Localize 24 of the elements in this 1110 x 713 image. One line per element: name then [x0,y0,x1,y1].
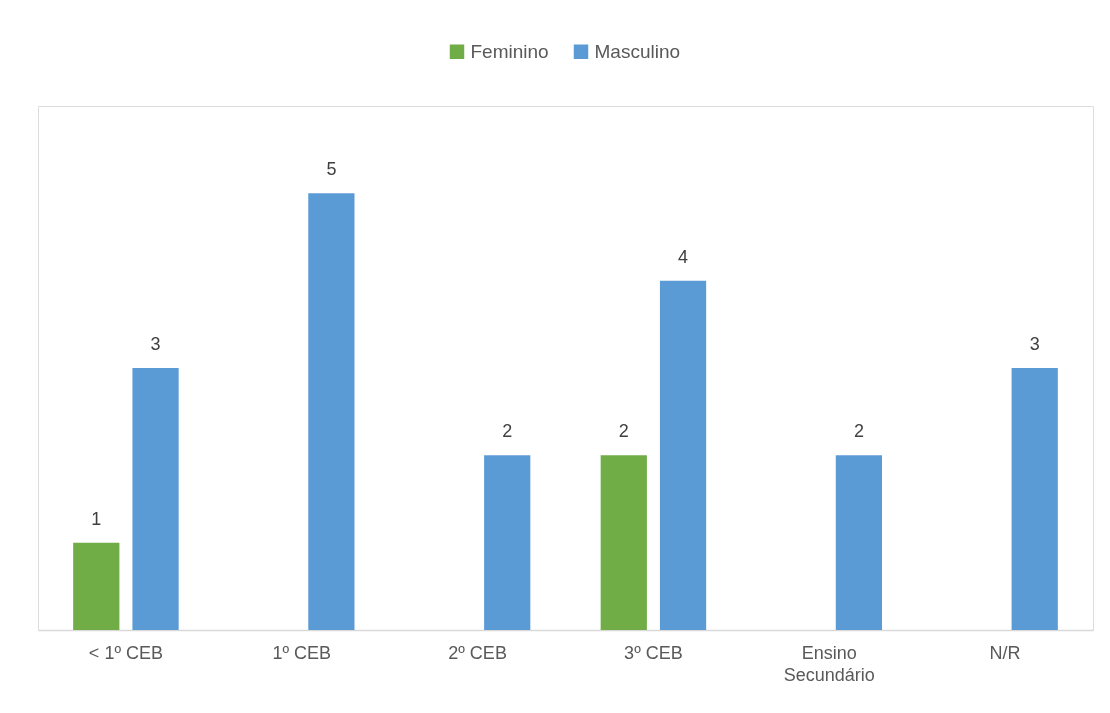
x-tick-label: 1º CEB [272,642,332,663]
data-label: 2 [502,421,513,442]
bar [659,280,707,630]
bar [73,542,120,630]
data-label: 3 [1029,334,1040,354]
x-tick-label: 2º CEB [448,642,507,663]
data-label: 2 [853,421,864,442]
x-tick-label: < 1º CEB [88,642,163,663]
bar [132,368,179,630]
data-label: 5 [326,159,337,180]
x-tick-label: N/R [989,642,1021,663]
bar [600,455,647,630]
data-label: 4 [678,246,689,267]
data-label: 2 [618,421,629,442]
bar [308,193,355,630]
bar [1011,368,1058,630]
bar [484,455,531,630]
x-tick-label: Ensino Secundário [783,642,875,685]
data-label: 3 [150,334,161,354]
legend-label: Masculino [594,40,681,62]
bar [835,455,882,630]
x-tick-label: 3º CEB [624,642,683,663]
data-label: 1 [91,508,102,529]
legend-label: Feminino [470,40,549,62]
